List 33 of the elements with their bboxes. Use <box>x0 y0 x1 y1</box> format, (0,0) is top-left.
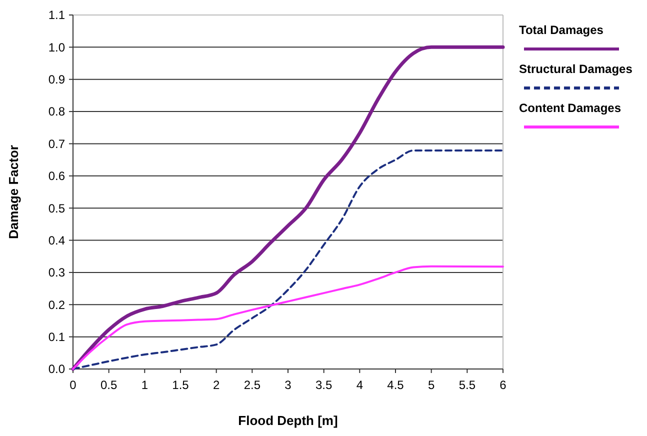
y-tick-label: 0.1 <box>48 330 66 344</box>
line-series <box>71 45 505 371</box>
x-tick-label: 5.5 <box>458 378 476 392</box>
y-tick-label: 1.1 <box>48 8 66 22</box>
line-series <box>72 265 504 370</box>
x-tick-label: 3.5 <box>315 378 332 392</box>
y-tick-label: 0.7 <box>48 136 66 151</box>
x-tick-label: 1.5 <box>172 378 190 392</box>
y-tick-label: 0.0 <box>48 362 66 376</box>
x-tick-label: 0.5 <box>100 378 118 392</box>
y-tick-label: 1.0 <box>48 40 66 54</box>
x-tick-label: 0 <box>70 378 77 392</box>
x-tick-label: 2 <box>212 378 220 392</box>
y-tick-label: 0.4 <box>48 233 66 248</box>
y-tick-label: 0.9 <box>48 72 66 87</box>
series-label: Total Damages <box>519 23 604 37</box>
x-tick-label: 5 <box>428 378 435 392</box>
x-tick-label: 2.5 <box>244 378 261 392</box>
x-tick-label: 3 <box>284 378 292 392</box>
x-tick-label: 1 <box>141 378 148 392</box>
x-tick-label: 4 <box>356 378 364 392</box>
line-series <box>72 149 504 370</box>
x-tick-label: 4.5 <box>387 378 404 392</box>
y-axis-title: Damage Factor <box>6 145 21 239</box>
y-tick-label: 0.3 <box>48 266 66 280</box>
y-tick-label: 0.6 <box>48 169 66 184</box>
y-tick-label: 0.5 <box>48 201 66 216</box>
x-axis-title: Flood Depth [m] <box>238 413 338 428</box>
text: Structural Damages <box>519 62 633 76</box>
text: Content Damages <box>519 101 622 115</box>
y-tick-label: 0.2 <box>48 298 66 312</box>
y-tick-label: 0.8 <box>48 104 66 119</box>
x-tick-label: 6 <box>500 378 507 392</box>
